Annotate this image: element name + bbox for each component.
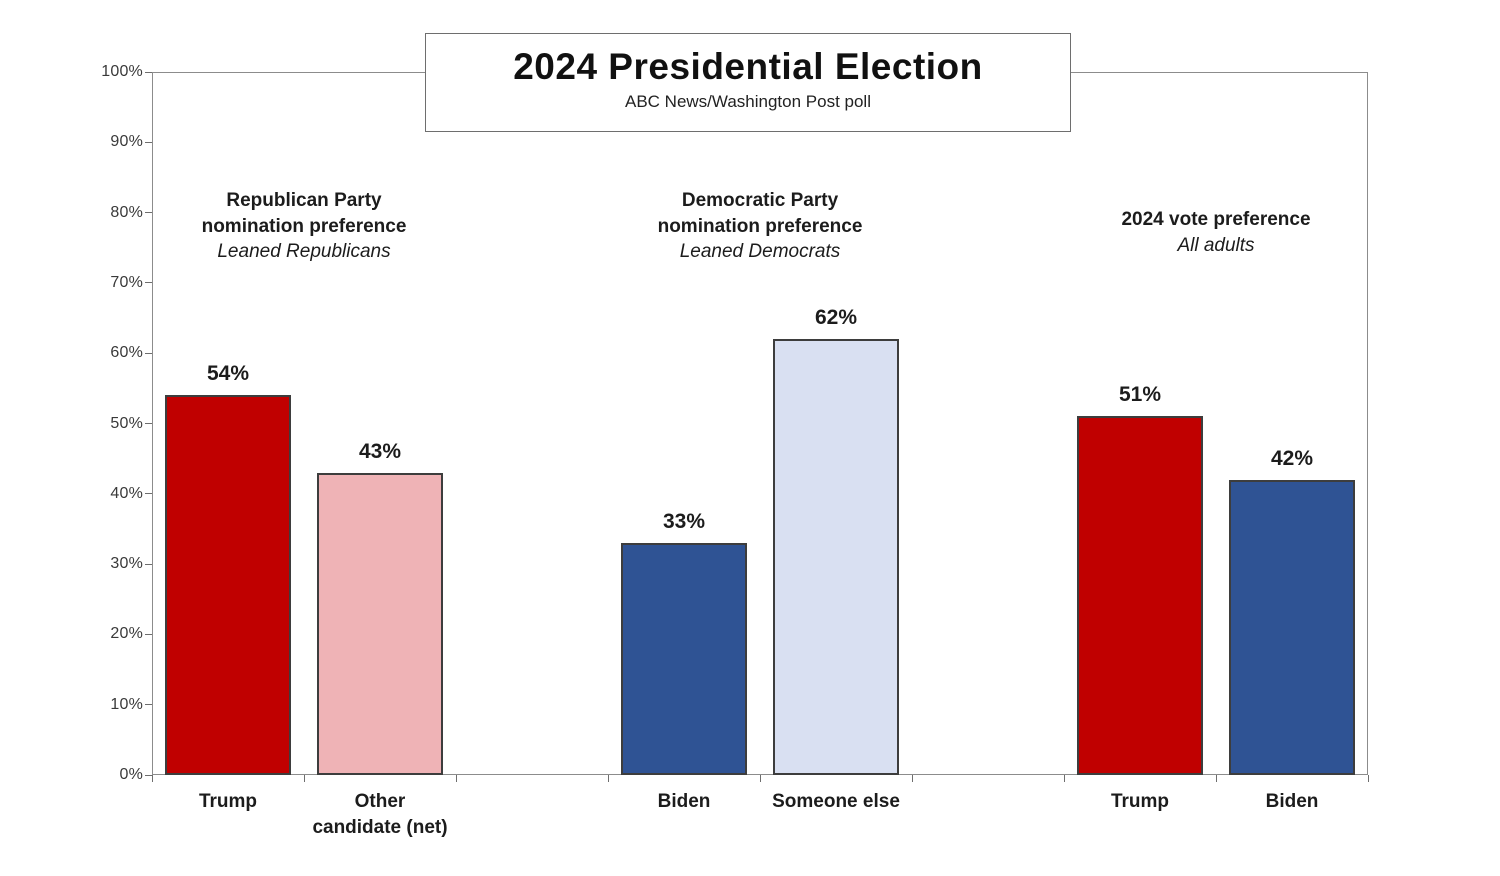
- x-axis-tick: [607, 775, 609, 782]
- y-axis-tick: [145, 774, 152, 776]
- x-axis-tick: [303, 775, 305, 782]
- bar-value-label: 54%: [206, 362, 250, 386]
- bar-someone-else: [773, 339, 899, 775]
- x-axis-tick: [1215, 775, 1217, 782]
- x-axis-tick: [1367, 775, 1369, 782]
- group-subheader: Leaned Democrats: [679, 241, 841, 263]
- y-axis-tick: [145, 352, 152, 354]
- bar-biden: [1229, 479, 1355, 775]
- bar-value-label: 33%: [662, 510, 706, 533]
- group-header: Republican Party nomination preference Lea…: [202, 188, 407, 265]
- y-axis-tick: [145, 633, 152, 635]
- y-tick-label: 70%: [110, 273, 143, 291]
- group-header-line: 2024 vote preference: [1121, 209, 1311, 230]
- bar-biden: [621, 543, 747, 775]
- group-header-line: nomination preference: [657, 215, 863, 237]
- group-header-line: nomination preference: [201, 215, 407, 237]
- y-tick-label: 90%: [110, 133, 143, 151]
- category-label: Other candidate (net): [312, 791, 448, 838]
- group-header: 2024 vote preference All adults: [1121, 207, 1310, 258]
- category-label: Biden: [657, 791, 711, 812]
- bar-trump: [1077, 416, 1203, 775]
- y-axis-tick: [145, 282, 152, 284]
- x-axis-tick: [151, 775, 153, 782]
- bar-other-candidate-net-: [317, 472, 443, 775]
- y-axis-tick: [145, 493, 152, 495]
- y-tick-label: 40%: [110, 484, 143, 502]
- y-tick-label: 30%: [110, 555, 143, 573]
- y-tick-label: 100%: [101, 63, 143, 80]
- group-header-line: Democratic Party: [681, 190, 839, 211]
- chart-title-box: 2024 Presidential Election ABC News/Wash…: [425, 33, 1071, 132]
- y-tick-label: 20%: [110, 625, 143, 643]
- y-axis-tick: [145, 423, 152, 424]
- chart-subtitle: ABC News/Washington Post poll: [625, 92, 871, 111]
- y-axis-tick: [145, 141, 152, 143]
- category-label: Biden: [1265, 791, 1319, 812]
- y-tick-label: 10%: [110, 695, 143, 713]
- x-axis-tick: [1063, 775, 1065, 782]
- group-header: Democratic Party nomination preference Lea…: [658, 188, 863, 265]
- y-axis-tick: [145, 212, 152, 214]
- bar-trump: [165, 395, 291, 775]
- y-axis-tick: [145, 704, 152, 706]
- x-axis-tick: [759, 775, 761, 782]
- y-axis-tick: [145, 563, 152, 565]
- group-header-line: Republican Party: [226, 190, 382, 211]
- y-axis-tick: [145, 71, 152, 73]
- bar-value-label: 43%: [358, 439, 402, 463]
- x-axis-tick: [455, 775, 457, 782]
- bar-value-label: 42%: [1270, 446, 1314, 470]
- bar-value-label: 51%: [1118, 383, 1162, 407]
- category-label: Trump: [1110, 791, 1170, 812]
- bar-value-label: 62%: [814, 306, 858, 330]
- category-label: Someone else: [772, 791, 900, 812]
- x-axis-tick: [911, 775, 913, 782]
- group-subheader: All adults: [1177, 234, 1255, 256]
- y-tick-label: 80%: [110, 203, 143, 221]
- group-subheader: Leaned Republicans: [217, 241, 391, 263]
- y-tick-label: 50%: [110, 414, 143, 432]
- chart-title: 2024 Presidential Election: [513, 46, 983, 87]
- y-tick-label: 0%: [119, 766, 143, 783]
- y-tick-label: 60%: [110, 344, 143, 362]
- category-label: Trump: [198, 791, 258, 812]
